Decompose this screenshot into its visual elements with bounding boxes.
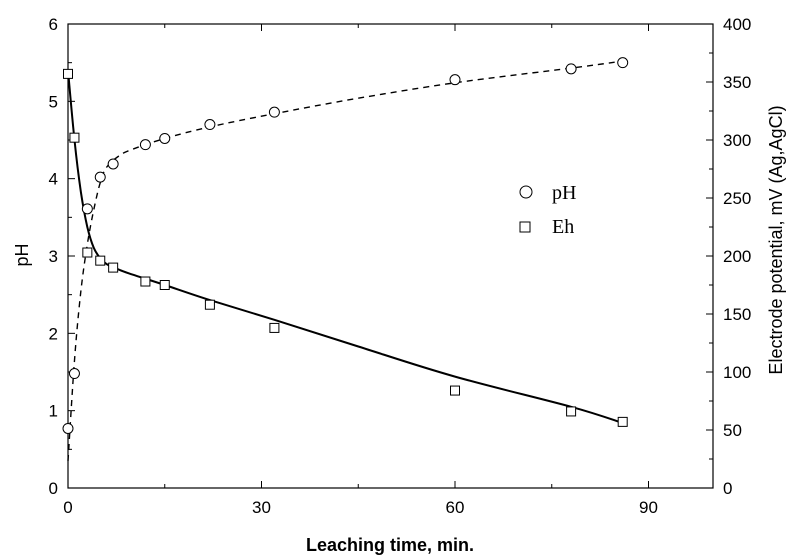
legend: pH Eh: [519, 182, 576, 238]
legend-eh-label: Eh: [552, 216, 574, 238]
x-tick-label-3: 90: [639, 498, 658, 517]
eh-point: [69, 132, 80, 143]
y2-tick-label-8: 400: [723, 15, 751, 34]
eh-point: [450, 385, 460, 396]
ph-point: [159, 132, 171, 144]
ph-point: [268, 106, 280, 118]
eh-fit-curve: [67, 70, 623, 424]
ph-point: [449, 74, 461, 86]
ph-point: [139, 139, 151, 151]
ph-point: [94, 171, 106, 183]
ph-point: [565, 63, 577, 75]
legend-ph-label: pH: [552, 182, 576, 204]
ph-point: [68, 368, 80, 380]
ph-point: [204, 119, 216, 131]
eh-point: [63, 68, 73, 79]
eh-point: [566, 406, 577, 417]
eh-point: [159, 280, 170, 290]
y2-tick-label-0: 0: [723, 479, 732, 498]
fit-curves: [67, 60, 623, 461]
y-axis-title: pH: [12, 243, 32, 266]
eh-point: [204, 299, 215, 310]
ph-point: [81, 203, 93, 215]
ph-fit-curve: [67, 60, 623, 461]
x-tick-label-2: 60: [446, 498, 465, 517]
legend-ph-marker: [519, 185, 533, 199]
eh-point: [95, 255, 106, 266]
ph-point: [107, 158, 119, 170]
x-tick-label-1: 30: [252, 498, 271, 517]
y-tick-label-5: 5: [49, 92, 58, 111]
x-axis-title: Leaching time, min.: [306, 535, 474, 555]
y2-axis-title: Electrode potential, mV (Ag,AgCl): [766, 105, 786, 374]
y-tick-label-0: 0: [49, 479, 58, 498]
y2-tick-label-4: 200: [723, 247, 751, 266]
y2-tick-label-5: 250: [723, 189, 751, 208]
y-tick-label-1: 1: [49, 402, 58, 421]
y2-tick-label-2: 100: [723, 363, 751, 382]
data-markers: [62, 57, 629, 434]
y-tick-label-6: 6: [49, 15, 58, 34]
y2-tick-label-1: 50: [723, 421, 742, 440]
eh-point: [82, 247, 93, 258]
y-tick-label-4: 4: [49, 170, 58, 189]
y2-tick-label-6: 300: [723, 131, 751, 150]
y2-tick-label-7: 350: [723, 73, 751, 92]
ph-point: [617, 57, 629, 69]
legend-eh-marker: [519, 221, 531, 233]
ph-point: [62, 422, 74, 434]
x-tick-label-0: 0: [63, 498, 72, 517]
y-tick-label-2: 2: [49, 324, 58, 343]
eh-point: [617, 416, 628, 427]
eh-point: [108, 262, 119, 273]
plot-frame: [67, 23, 714, 489]
eh-point: [140, 276, 151, 287]
eh-point: [269, 322, 280, 333]
y2-tick-label-3: 150: [723, 305, 751, 324]
y-tick-label-3: 3: [49, 247, 58, 266]
